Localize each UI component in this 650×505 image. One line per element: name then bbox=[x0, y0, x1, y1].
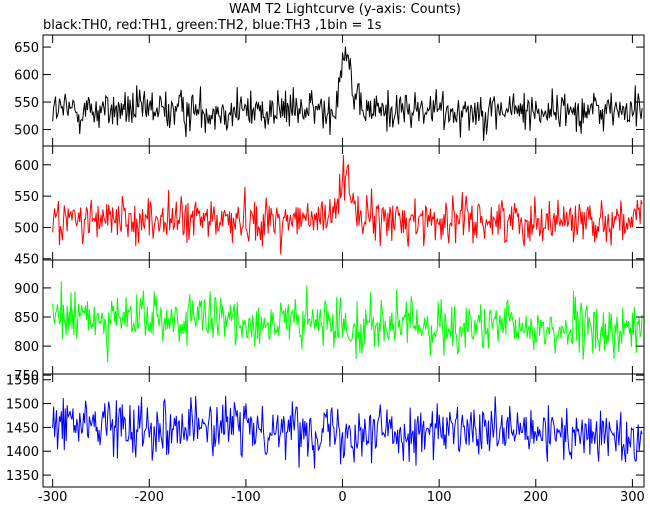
y-tick-label: 550 bbox=[14, 190, 39, 205]
y-tick-label: 1500 bbox=[6, 398, 39, 413]
chart-subtitle: black:TH0, red:TH1, green:TH2, blue:TH3 … bbox=[43, 18, 382, 33]
y-tick-label: 600 bbox=[14, 159, 39, 174]
panel-frame bbox=[42, 373, 645, 488]
series-line-TH3 bbox=[52, 395, 643, 469]
panel-frame bbox=[42, 34, 645, 147]
y-tick-label: 500 bbox=[14, 221, 39, 236]
x-tick-label: 0 bbox=[338, 490, 346, 505]
y-tick-label: 1350 bbox=[6, 469, 39, 484]
y-tick-label: 800 bbox=[14, 340, 39, 355]
x-tick-label: -200 bbox=[135, 490, 165, 505]
y-tick-label: 750 bbox=[14, 369, 39, 384]
x-tick-label: 300 bbox=[620, 490, 645, 505]
x-tick-label: -300 bbox=[38, 490, 68, 505]
panel-TH0: 500 550 600 650 bbox=[14, 34, 645, 147]
y-tick-label: 600 bbox=[14, 69, 39, 84]
y-tick-label: 1450 bbox=[6, 421, 39, 436]
panel-TH3: 1350 1400 1450 1500 1550 bbox=[6, 373, 645, 488]
y-tick-label: 550 bbox=[14, 96, 39, 111]
x-tick-label: 100 bbox=[427, 490, 452, 505]
y-tick-label: 1400 bbox=[6, 445, 39, 460]
y-tick-label: 650 bbox=[14, 41, 39, 56]
x-tick-label: -100 bbox=[231, 490, 261, 505]
y-tick-label: 1550 bbox=[6, 374, 39, 389]
y-tick-label: 450 bbox=[14, 253, 39, 268]
series-line-TH2 bbox=[52, 281, 643, 363]
series-line-TH1 bbox=[52, 154, 643, 255]
x-axis: -300 -200 -100 0 100 200 300 bbox=[38, 490, 645, 505]
panel-TH2: 750 800 850 900 bbox=[14, 259, 645, 384]
panel-frame bbox=[42, 259, 645, 375]
series-line-TH0 bbox=[52, 46, 643, 141]
panels: 500 550 600 650 450 500 550 600 750 800 850 900 1350… bbox=[6, 34, 645, 488]
y-tick-label: 900 bbox=[14, 282, 39, 297]
panel-TH1: 450 500 550 600 bbox=[14, 145, 645, 268]
x-tick-label: 200 bbox=[523, 490, 548, 505]
y-tick-label: 500 bbox=[14, 124, 39, 139]
chart-title: WAM T2 Lightcurve (y-axis: Counts) bbox=[229, 2, 461, 17]
y-tick-label: 850 bbox=[14, 311, 39, 326]
